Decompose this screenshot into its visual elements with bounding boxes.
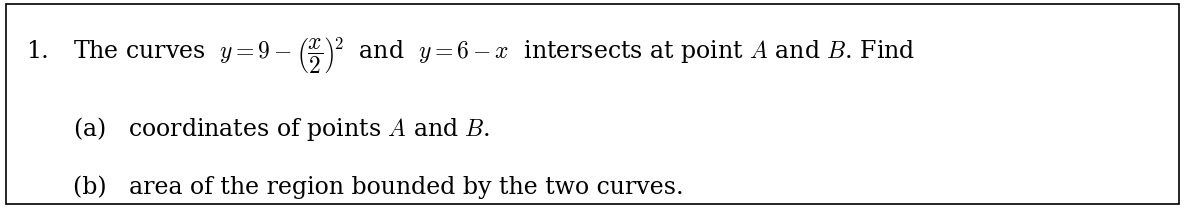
Text: The curves  $y=9-\left(\dfrac{x}{2}\right)^{\!2}$  and  $y=6-x$  intersects at p: The curves $y=9-\left(\dfrac{x}{2}\right… [73,36,916,77]
Text: (b)   area of the region bounded by the two curves.: (b) area of the region bounded by the tw… [73,175,684,199]
FancyBboxPatch shape [6,4,1179,204]
Text: (a)   coordinates of points $A$ and $B$.: (a) coordinates of points $A$ and $B$. [73,115,491,143]
Text: 1.: 1. [26,41,49,63]
